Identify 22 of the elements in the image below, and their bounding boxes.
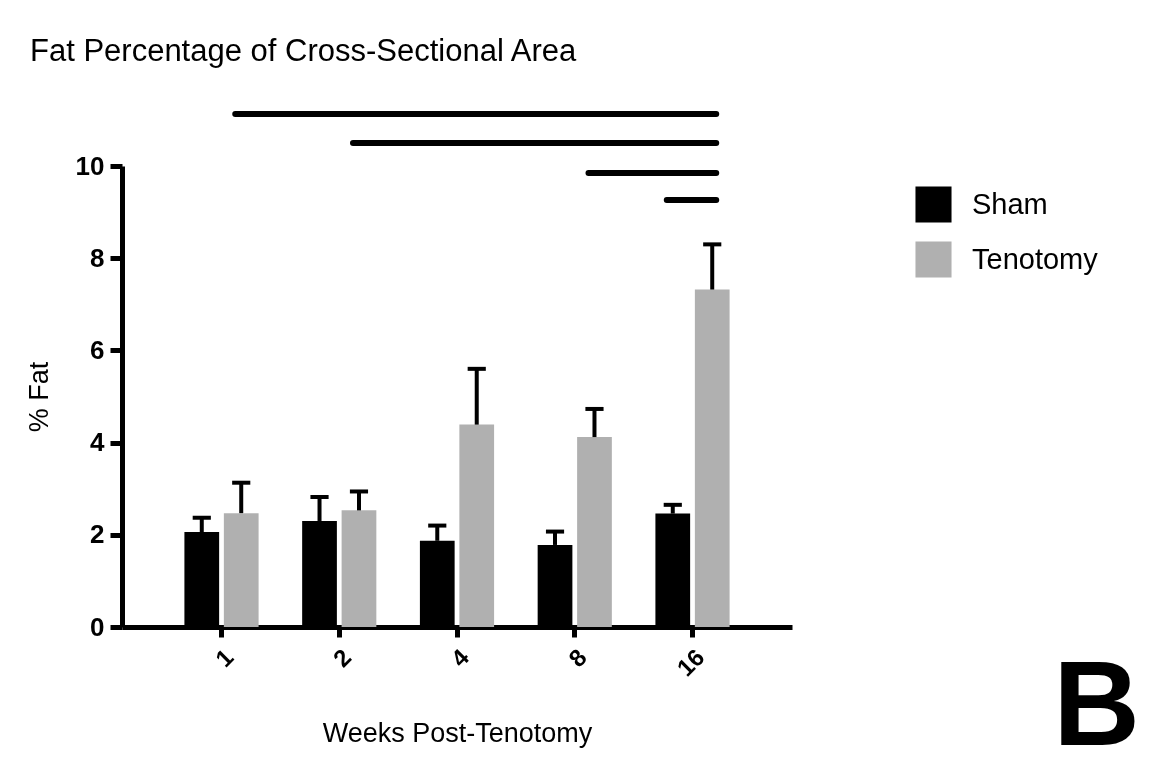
y-tick-label: 10 <box>75 150 105 181</box>
bar <box>694 289 730 627</box>
x-tick-label: 16 <box>671 643 710 682</box>
bar <box>577 437 612 627</box>
bar <box>341 510 377 627</box>
x-tick-label: 2 <box>327 643 357 672</box>
x-tick-label: 1 <box>209 643 239 672</box>
chart-title: Fat Percentage of Cross-Sectional Area <box>30 33 577 68</box>
bar <box>459 424 495 627</box>
y-tick-label: 2 <box>90 519 105 550</box>
y-tick-label: 4 <box>90 427 106 458</box>
y-tick-label: 8 <box>90 242 105 273</box>
legend-label: Sham <box>972 187 1048 220</box>
x-axis-title: Weeks Post-Tenotomy <box>322 718 593 749</box>
bar <box>223 513 259 627</box>
y-axis-title: % Fat <box>23 361 54 433</box>
x-tick-label: 4 <box>445 642 475 672</box>
y-tick-label: 0 <box>90 611 105 642</box>
x-tick-label: 8 <box>563 643 592 672</box>
text: B <box>1053 636 1140 763</box>
legend-label: Tenotomy <box>972 242 1099 275</box>
y-tick-label: 6 <box>90 334 105 365</box>
